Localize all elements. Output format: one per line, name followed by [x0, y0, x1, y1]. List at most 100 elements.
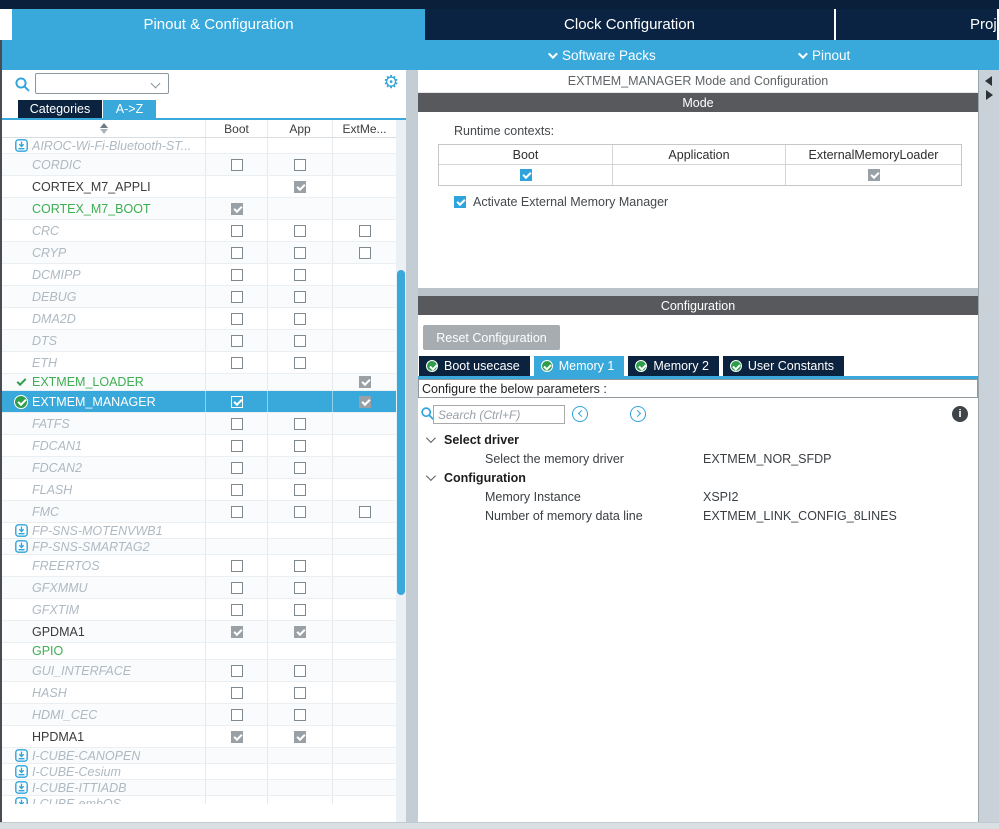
- param-value[interactable]: EXTMEM_NOR_SFDP: [703, 451, 832, 466]
- peripheral-row-freertos[interactable]: FREERTOS: [2, 555, 406, 577]
- peripheral-row-fatfs[interactable]: FATFS: [2, 413, 406, 435]
- app-checkbox[interactable]: [294, 603, 306, 616]
- peripheral-row-fdcan1[interactable]: FDCAN1: [2, 435, 406, 457]
- peripheral-row-hash[interactable]: HASH: [2, 682, 406, 704]
- peripheral-row-fp-sns-smartag2[interactable]: FP-SNS-SMARTAG2: [2, 539, 406, 555]
- peripheral-row-crc[interactable]: CRC: [2, 220, 406, 242]
- collapse-right-icon[interactable]: [986, 90, 993, 100]
- peripheral-row-fmc[interactable]: FMC: [2, 501, 406, 523]
- app-checkbox[interactable]: [294, 581, 306, 594]
- app-checkbox[interactable]: [294, 664, 306, 677]
- boot-checkbox[interactable]: [230, 268, 243, 281]
- ext-checkbox[interactable]: [358, 376, 371, 388]
- tree-group-configuration[interactable]: Configuration: [418, 468, 978, 487]
- boot-checkbox[interactable]: [230, 290, 243, 303]
- app-checkbox[interactable]: [294, 246, 306, 259]
- app-checkbox[interactable]: [294, 559, 306, 572]
- peripheral-row-cordic[interactable]: CORDIC: [2, 154, 406, 176]
- peripheral-row-debug[interactable]: DEBUG: [2, 286, 406, 308]
- boot-checkbox[interactable]: [230, 505, 243, 518]
- peripheral-row-eth[interactable]: ETH: [2, 352, 406, 374]
- peripheral-row-extmem-loader[interactable]: EXTMEM_LOADER: [2, 374, 406, 391]
- app-checkbox[interactable]: [294, 290, 306, 303]
- tab-categories[interactable]: Categories: [18, 100, 102, 118]
- app-checkbox[interactable]: [294, 625, 306, 638]
- peripheral-row-gpdma1[interactable]: GPDMA1: [2, 621, 406, 643]
- peripheral-row-gui-interface[interactable]: GUI_INTERFACE: [2, 660, 406, 682]
- panel-splitter[interactable]: [406, 70, 418, 829]
- app-checkbox[interactable]: [294, 158, 306, 171]
- boot-checkbox[interactable]: [230, 730, 243, 743]
- peripheral-row-gfxtim[interactable]: GFXTIM: [2, 599, 406, 621]
- context-boot-checkbox[interactable]: [519, 169, 532, 181]
- app-checkbox[interactable]: [294, 708, 306, 721]
- peripheral-row-cryp[interactable]: CRYP: [2, 242, 406, 264]
- peripheral-row-cortex-m7-boot[interactable]: CORTEX_M7_BOOT: [2, 198, 406, 220]
- app-checkbox[interactable]: [294, 312, 306, 325]
- peripheral-row-i-cube-canopen[interactable]: I-CUBE-CANOPEN: [2, 748, 406, 764]
- sort-header-cell[interactable]: [2, 120, 206, 137]
- peripheral-row-i-cube-embos[interactable]: I-CUBE-embOS: [2, 796, 406, 804]
- peripheral-row-fp-sns-motenvwb1[interactable]: FP-SNS-MOTENVWB1: [2, 523, 406, 539]
- app-checkbox[interactable]: [294, 686, 306, 699]
- gear-icon[interactable]: ⚙: [383, 72, 400, 93]
- peripheral-row-dma2d[interactable]: DMA2D: [2, 308, 406, 330]
- boot-checkbox[interactable]: [230, 224, 243, 237]
- reset-configuration-button[interactable]: Reset Configuration: [423, 325, 560, 350]
- peripheral-row-i-cube-cesium[interactable]: I-CUBE-Cesium: [2, 764, 406, 780]
- tab-clock-configuration[interactable]: Clock Configuration: [425, 9, 836, 40]
- peripheral-row-i-cube-ittiadb[interactable]: I-CUBE-ITTIADB: [2, 780, 406, 796]
- peripheral-row-fdcan2[interactable]: FDCAN2: [2, 457, 406, 479]
- tree-group-select-driver[interactable]: Select driver: [418, 430, 978, 449]
- config-tab-memory-1[interactable]: Memory 1: [533, 356, 625, 376]
- app-checkbox[interactable]: [294, 417, 306, 430]
- peripheral-row-hdmi-cec[interactable]: HDMI_CEC: [2, 704, 406, 726]
- config-tab-user-constants[interactable]: User Constants: [722, 356, 845, 376]
- boot-checkbox[interactable]: [230, 603, 243, 616]
- app-checkbox[interactable]: [294, 334, 306, 347]
- boot-checkbox[interactable]: [230, 158, 243, 171]
- tab-project-manager[interactable]: Proj: [836, 9, 997, 40]
- boot-checkbox[interactable]: [230, 246, 243, 259]
- software-packs-dropdown[interactable]: Software Packs: [547, 40, 656, 70]
- peripheral-search-input[interactable]: [35, 73, 169, 94]
- config-tab-memory-2[interactable]: Memory 2: [628, 356, 719, 376]
- column-header-boot[interactable]: Boot: [206, 120, 268, 137]
- boot-checkbox[interactable]: [230, 312, 243, 325]
- boot-checkbox[interactable]: [230, 202, 243, 215]
- boot-checkbox[interactable]: [230, 708, 243, 721]
- app-checkbox[interactable]: [294, 505, 306, 518]
- peripheral-row-airoc-wi-fi-bluetooth-st-[interactable]: AIROC-Wi-Fi-Bluetooth-ST...: [2, 138, 406, 154]
- left-scrollbar-thumb[interactable]: [397, 270, 405, 595]
- peripheral-row-hpdma1[interactable]: HPDMA1: [2, 726, 406, 748]
- app-checkbox[interactable]: [294, 483, 306, 496]
- peripheral-row-dcmipp[interactable]: DCMIPP: [2, 264, 406, 286]
- boot-checkbox[interactable]: [230, 356, 243, 369]
- boot-checkbox[interactable]: [230, 559, 243, 572]
- next-match-button[interactable]: [630, 406, 646, 422]
- peripheral-row-gpio[interactable]: GPIO: [2, 643, 406, 660]
- app-checkbox[interactable]: [294, 730, 306, 743]
- previous-match-button[interactable]: [572, 406, 588, 422]
- boot-checkbox[interactable]: [230, 483, 243, 496]
- config-tab-boot-usecase[interactable]: Boot usecase: [419, 356, 530, 376]
- context-externalmemoryloader-checkbox[interactable]: [867, 169, 880, 181]
- peripheral-row-flash[interactable]: FLASH: [2, 479, 406, 501]
- boot-checkbox[interactable]: [230, 461, 243, 474]
- param-value[interactable]: EXTMEM_LINK_CONFIG_8LINES: [703, 508, 897, 523]
- app-checkbox[interactable]: [294, 224, 306, 237]
- peripheral-row-cortex-m7-appli[interactable]: CORTEX_M7_APPLI: [2, 176, 406, 198]
- peripheral-row-extmem-manager[interactable]: EXTMEM_MANAGER: [2, 391, 406, 413]
- tab-a-to-z[interactable]: A->Z: [103, 100, 156, 118]
- pinout-dropdown[interactable]: Pinout: [797, 40, 850, 70]
- boot-checkbox[interactable]: [230, 664, 243, 677]
- info-icon[interactable]: i: [952, 406, 968, 422]
- ext-checkbox[interactable]: [358, 224, 371, 237]
- boot-checkbox[interactable]: [230, 686, 243, 699]
- boot-checkbox[interactable]: [230, 395, 243, 408]
- app-checkbox[interactable]: [294, 439, 306, 452]
- peripheral-row-gfxmmu[interactable]: GFXMMU: [2, 577, 406, 599]
- app-checkbox[interactable]: [294, 461, 306, 474]
- boot-checkbox[interactable]: [230, 439, 243, 452]
- column-header-app[interactable]: App: [268, 120, 333, 137]
